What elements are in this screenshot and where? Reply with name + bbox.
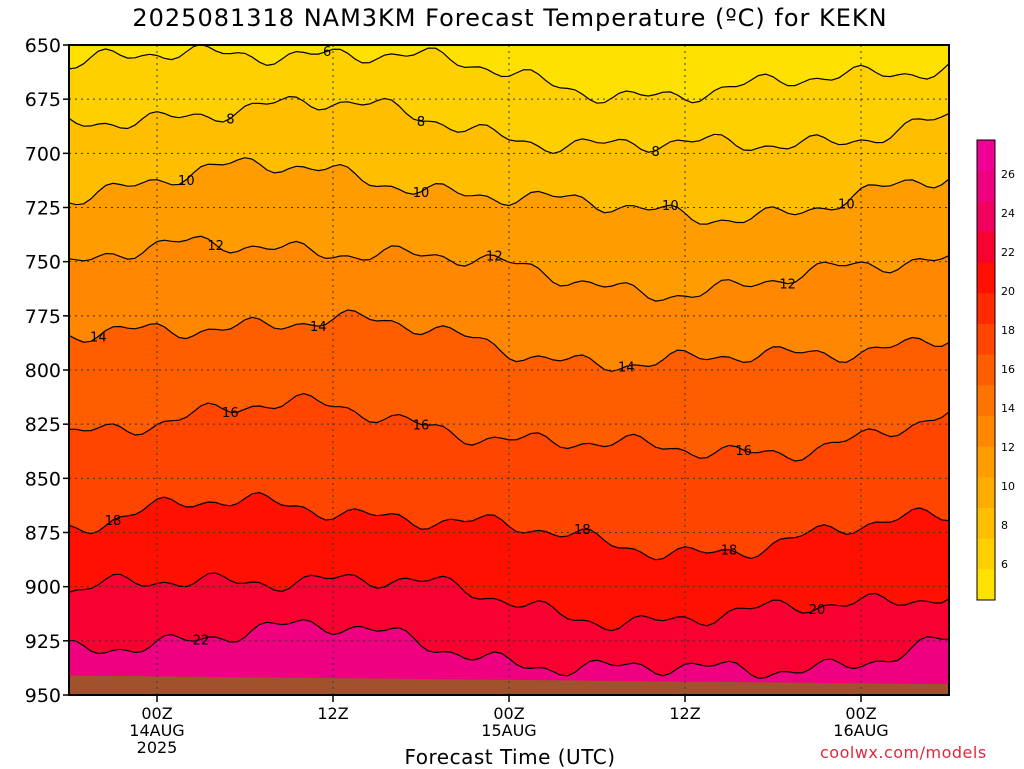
colorbar-label-8: 8	[1001, 519, 1008, 532]
x-axis-label: Forecast Time (UTC)	[404, 745, 616, 769]
colorbar-label-10: 10	[1001, 480, 1015, 493]
colorbar: 6 8 10 12 14 16 18 20 22 24 26	[976, 139, 1015, 601]
x-tick-label-h0-1: 14AUG	[129, 721, 184, 740]
colorbar-segment-13	[977, 538, 995, 570]
terrain-below-ground	[69, 675, 949, 695]
colorbar-segment-1	[977, 170, 995, 202]
x-tick-label-h24-0: 00Z	[845, 704, 876, 723]
isotherm-label-13: 14	[618, 360, 635, 375]
colorbar-label-16: 16	[1001, 363, 1015, 376]
colorbar-segment-4	[977, 262, 995, 294]
colorbar-label-6: 6	[1001, 558, 1008, 571]
isotherm-label-20: 20	[809, 603, 826, 618]
y-tick-label-825: 825	[25, 414, 61, 436]
y-tick-label-800: 800	[25, 360, 61, 382]
isotherm-label-16: 16	[735, 444, 752, 459]
isotherm-label-12: 14	[310, 320, 327, 335]
isotherm-label-18: 18	[574, 523, 591, 538]
y-tick-label-925: 925	[25, 631, 61, 653]
isotherm-label-21: 22	[193, 633, 210, 648]
isotherm-10	[69, 157, 949, 225]
source-credit: coolwx.com/models	[820, 743, 987, 762]
isotherm-label-5: 10	[413, 186, 430, 201]
x-tick-label-h12-0: 00Z	[493, 704, 524, 723]
band-above-22	[69, 619, 949, 695]
y-tick-label-750: 750	[25, 252, 61, 274]
colorbar-label-24: 24	[1001, 207, 1015, 220]
colorbar-label-22: 22	[1001, 246, 1015, 259]
x-tick-label-h6-0: 12Z	[317, 704, 348, 723]
colorbar-segment-5	[977, 293, 995, 325]
colorbar-segment-6	[977, 324, 995, 356]
colorbar-segment-10	[977, 446, 995, 478]
colorbar-segment-2	[977, 201, 995, 233]
colorbar-label-18: 18	[1001, 324, 1015, 337]
colorbar-label-26: 26	[1001, 168, 1015, 181]
x-tick-label-h12-1: 15AUG	[481, 721, 536, 740]
isotherm-label-8: 12	[207, 239, 224, 254]
y-tick-label-950: 950	[25, 685, 61, 707]
isotherm-label-11: 14	[90, 330, 107, 345]
colorbar-segment-0	[977, 140, 995, 172]
y-tick-label-700: 700	[25, 143, 61, 165]
y-tick-label-675: 675	[25, 89, 61, 111]
chart-title: 2025081318 NAM3KM Forecast Temperature (…	[132, 4, 888, 32]
isotherm-8	[69, 95, 949, 155]
isotherm-label-10: 12	[779, 278, 796, 293]
colorbar-segment-3	[977, 232, 995, 264]
isotherm-label-19: 18	[721, 544, 738, 559]
y-tick-label-850: 850	[25, 468, 61, 490]
colorbar-label-12: 12	[1001, 441, 1015, 454]
isotherm-labels: 6 8 8 8 10 10 10 10 12 12 12 14 14 14 16 16 16 18 18 18 20 22	[90, 45, 855, 648]
x-tick-label-h24-1: 16AUG	[833, 721, 888, 740]
colorbar-label-14: 14	[1001, 402, 1015, 415]
colorbar-segment-8	[977, 385, 995, 417]
isotherm-label-3: 8	[652, 145, 660, 160]
isotherm-label-9: 12	[486, 249, 503, 264]
isotherm-16	[69, 392, 949, 462]
isotherm-label-14: 16	[222, 406, 239, 421]
x-tick-label-h0-2: 2025	[137, 738, 178, 757]
isotherm-label-1: 8	[226, 113, 234, 128]
isotherm-label-6: 10	[662, 199, 679, 214]
y-tick-label-775: 775	[25, 306, 61, 328]
x-tick-label-h18-0: 12Z	[669, 704, 700, 723]
colorbar-frame	[976, 139, 996, 601]
isotherm-label-2: 8	[417, 115, 425, 130]
isotherm-label-4: 10	[178, 174, 195, 189]
y-tick-label-900: 900	[25, 577, 61, 599]
colorbar-segment-12	[977, 508, 995, 540]
y-axis: 650 675 700 725 750 775 800 825 850 875 900 925 950	[25, 35, 69, 707]
y-tick-label-725: 725	[25, 198, 61, 220]
colorbar-segment-7	[977, 354, 995, 386]
colorbar-segment-11	[977, 477, 995, 509]
colorbar-segment-14	[977, 569, 995, 601]
isotherm-label-17: 18	[105, 514, 122, 529]
isotherm-label-7: 10	[838, 197, 855, 212]
colorbar-segment-9	[977, 416, 995, 448]
x-tick-label-h0-0: 00Z	[141, 704, 172, 723]
ground-fill	[69, 675, 949, 695]
y-tick-label-875: 875	[25, 523, 61, 545]
isotherm-label-15: 16	[413, 418, 430, 433]
isotherm-label-0: 6	[323, 45, 331, 60]
y-tick-label-650: 650	[25, 35, 61, 57]
colorbar-label-20: 20	[1001, 285, 1015, 298]
